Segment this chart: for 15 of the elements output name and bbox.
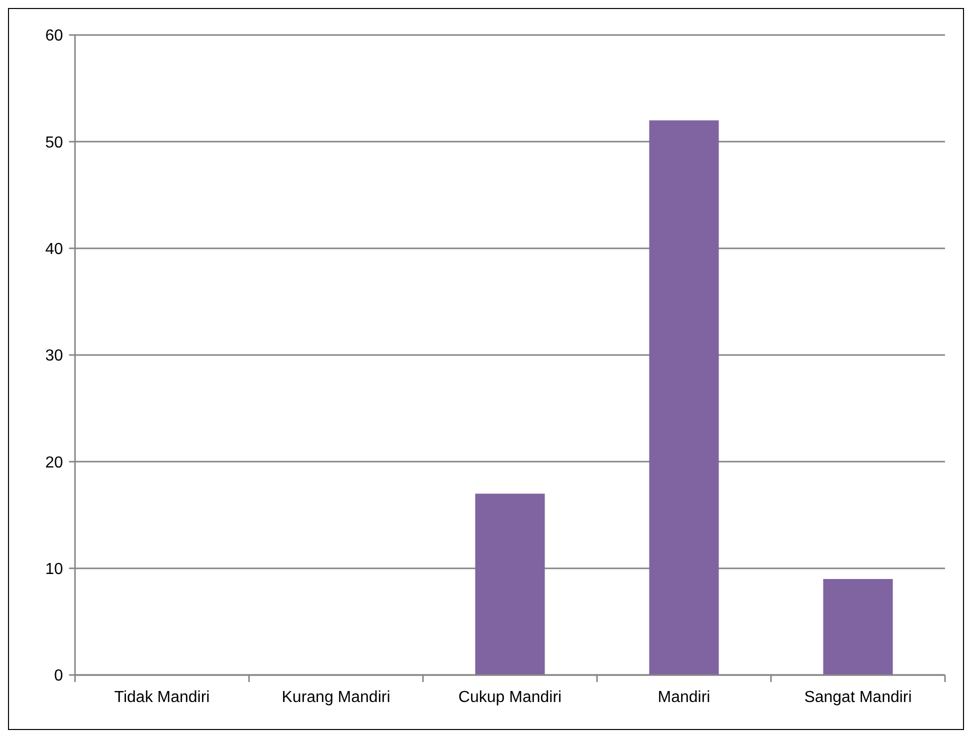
y-tick-label: 30 [45,348,64,365]
y-tick-label: 50 [45,134,64,152]
bar [475,494,545,675]
x-tick-label: Cukup Mandiri [458,689,562,706]
x-tick-label: Mandiri [658,689,710,706]
y-tick-label: 60 [45,28,64,45]
bar [649,120,719,675]
y-tick-label: 0 [54,668,64,685]
x-tick-label: Tidak Mandiri [114,689,210,706]
y-tick-label: 20 [45,454,64,472]
y-tick-label: 10 [45,560,64,578]
bar [823,579,893,675]
x-tick-label: Kurang Mandiri [282,689,390,706]
y-tick-label: 40 [45,240,64,258]
x-tick-label: Sangat Mandiri [804,689,912,706]
